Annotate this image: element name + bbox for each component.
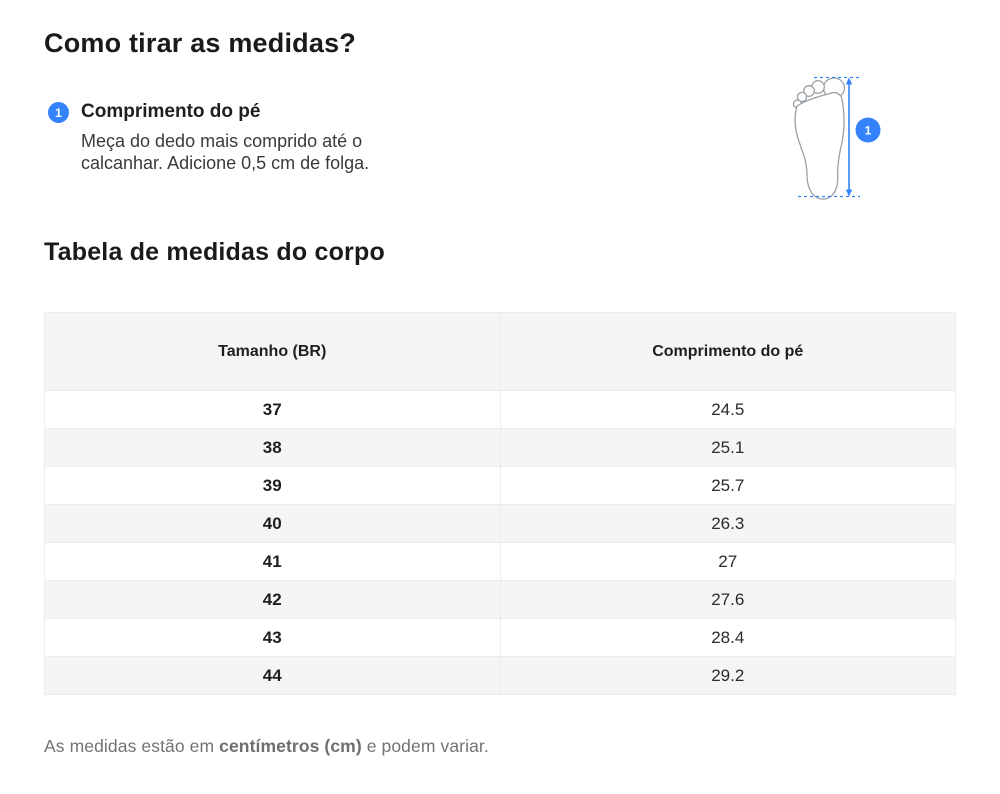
length-cell: 26.3 — [499, 504, 956, 544]
length-cell: 25.7 — [499, 466, 956, 506]
size-table: Tamanho (BR) Comprimento do pé 37 24.5 3… — [44, 312, 956, 696]
footnote-emphasis: centímetros (cm) — [219, 736, 362, 757]
foot-measure-illustration: 1 — [792, 76, 881, 200]
size-cell: 41 — [44, 542, 501, 582]
size-cell: 38 — [44, 428, 501, 468]
size-cell: 39 — [44, 466, 501, 506]
table-row: 39 25.7 — [44, 466, 956, 506]
instruction-body: Comprimento do pé Meça do dedo mais comp… — [81, 101, 449, 174]
size-cell: 43 — [44, 618, 501, 658]
size-cell: 44 — [44, 656, 501, 696]
measure-guides — [798, 76, 860, 198]
table-row: 40 26.3 — [44, 504, 956, 544]
table-row: 43 28.4 — [44, 618, 956, 658]
table-row: 41 27 — [44, 542, 956, 582]
length-cell: 27.6 — [499, 580, 956, 620]
instruction-description: Meça do dedo mais comprido até o calcanh… — [81, 130, 370, 174]
table-row: 44 29.2 — [44, 656, 956, 696]
size-cell: 42 — [44, 580, 501, 620]
length-cell: 27 — [499, 542, 956, 582]
column-header-size: Tamanho (BR) — [44, 312, 501, 392]
illustration-badge-label: 1 — [865, 124, 872, 138]
section-title: Tabela de medidas do corpo — [44, 238, 385, 267]
length-cell: 25.1 — [499, 428, 956, 468]
length-cell: 29.2 — [499, 656, 956, 696]
footnote: As medidas estão em centímetros (cm) e p… — [44, 736, 956, 757]
instruction-label: Comprimento do pé — [81, 101, 261, 122]
size-table-body: 37 24.5 38 25.1 39 25.7 40 26.3 41 27 42… — [44, 390, 956, 696]
size-table-header: Tamanho (BR) Comprimento do pé — [44, 312, 956, 392]
page-title: Como tirar as medidas? — [44, 28, 356, 58]
size-cell: 37 — [44, 390, 501, 430]
header-row: Tamanho (BR) Comprimento do pé — [44, 312, 956, 392]
table-row: 42 27.6 — [44, 580, 956, 620]
column-header-foot-length: Comprimento do pé — [499, 312, 956, 392]
footnote-suffix: e podem variar. — [361, 736, 489, 757]
instruction-number-badge: 1 — [48, 102, 69, 123]
table-row: 38 25.1 — [44, 428, 956, 468]
footnote-prefix: As medidas estão em — [44, 736, 220, 757]
length-cell: 28.4 — [499, 618, 956, 658]
length-cell: 24.5 — [499, 390, 956, 430]
size-cell: 40 — [44, 504, 501, 544]
table-row: 37 24.5 — [44, 390, 956, 430]
measure-arrowheads — [845, 77, 853, 197]
foot-outline-icon — [792, 77, 846, 200]
illustration-number-badge: 1 — [855, 117, 881, 143]
instruction-item: 1 Comprimento do pé Meça do dedo mais co… — [44, 101, 956, 174]
